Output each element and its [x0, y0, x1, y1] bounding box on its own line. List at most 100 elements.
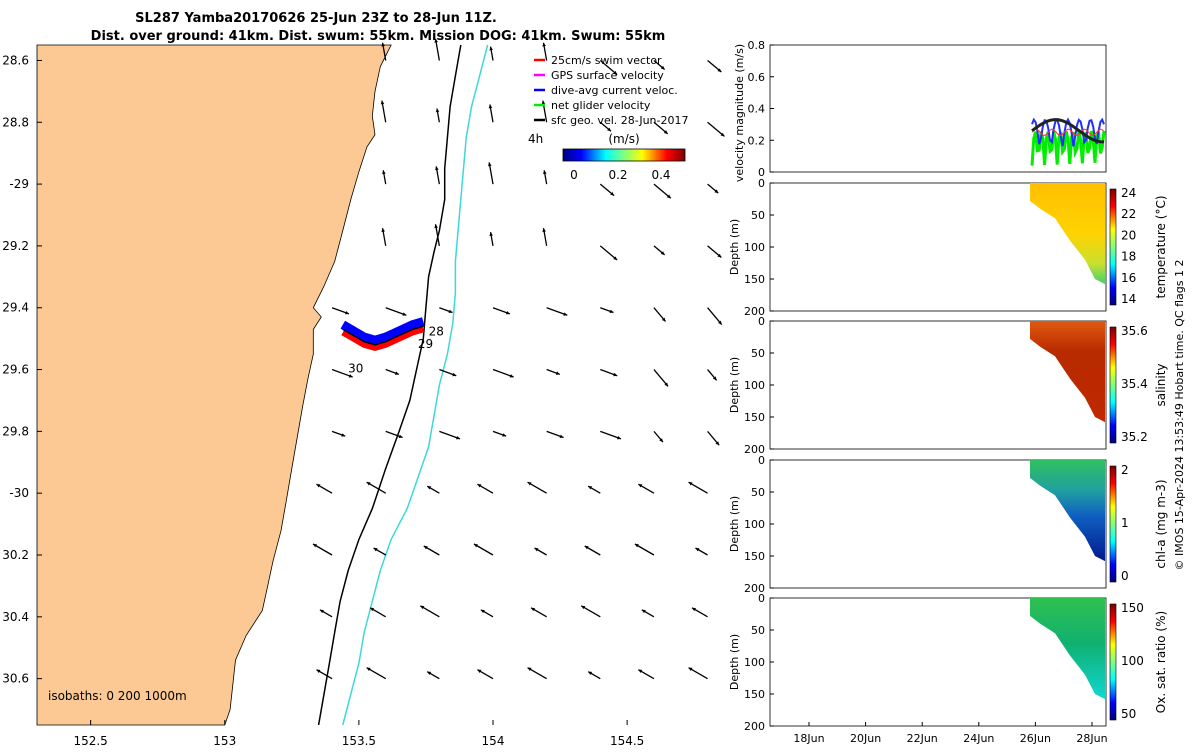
vector-arrowhead — [581, 605, 586, 610]
vector-arrowhead — [382, 170, 386, 175]
section-panel: 0 50 100 150 200 Depth (m) 2 1 0 chl-a (mg m-3) — [728, 454, 1168, 595]
vector-arrow — [439, 430, 461, 440]
vector-arrow — [600, 430, 622, 440]
vector-arrowhead — [489, 232, 493, 236]
section-x-tick-label: 20Jun — [850, 732, 881, 745]
section-colorbar — [1109, 188, 1117, 306]
section-y-tick-label: 50 — [751, 486, 765, 499]
section-y-tick-label: 150 — [744, 411, 765, 424]
vector-arrowhead — [663, 130, 668, 134]
section-colorbar — [1109, 465, 1117, 583]
vector-arrowhead — [427, 486, 432, 490]
day-label: 28 — [429, 325, 444, 339]
map-legend: 25cm/s swim vector GPS surface velocity di… — [534, 54, 688, 127]
map-y-tick-label: 29.4 — [2, 301, 29, 315]
map-y-tick-label: 30.4 — [2, 610, 29, 624]
section-x-tick-label: 18Jun — [793, 732, 824, 745]
vector-arrowhead — [588, 671, 593, 675]
colorbar-label: (m/s) — [608, 132, 639, 146]
vector-arrow — [434, 38, 440, 61]
legend-label: sfc geo. vel. 28-Jun-2017 — [551, 114, 688, 127]
section-y-tick-label: 150 — [744, 688, 765, 701]
vector-arrow — [527, 481, 547, 494]
vector-arrow — [434, 224, 440, 247]
map-x-tick-label: 154.5 — [610, 734, 644, 748]
vector-arrowhead — [381, 42, 385, 47]
vector-arrowhead — [488, 104, 493, 109]
vector-arrowhead — [638, 669, 643, 673]
isobath-1000 — [342, 44, 489, 726]
section-cbar-label: salinity — [1154, 363, 1168, 406]
swim-vector-track — [341, 326, 425, 352]
section-y-tick-label: 100 — [744, 241, 765, 254]
colorbar-side-label: 4h — [528, 132, 543, 146]
section-cbar-tick: 20 — [1121, 228, 1136, 242]
velocity-lines — [1030, 117, 1106, 166]
vector-arrowhead — [477, 669, 482, 673]
vector-arrowhead — [660, 251, 665, 255]
section-x-tick-label: 28Jun — [1076, 732, 1107, 745]
vector-arrowhead — [659, 438, 663, 443]
vector-arrowhead — [542, 42, 546, 47]
vector-arrowhead — [427, 671, 432, 675]
vector-arrowhead — [448, 309, 453, 314]
title-line1: SL287 Yamba20170626 25-Jun 23Z to 28-Jun… — [135, 11, 497, 26]
vector-arrowhead — [456, 435, 461, 440]
vector-arrowhead — [717, 68, 722, 73]
vector-arrow — [688, 481, 708, 494]
isobath-200 — [317, 44, 462, 726]
right-side-note: © IMOS 15-Apr-2024 13:53:49 Hobart time.… — [1173, 260, 1186, 571]
vector-arrow — [707, 121, 725, 137]
vector-arrowhead — [688, 482, 693, 486]
vector-arrowhead — [641, 609, 646, 614]
legend-label: net glider velocity — [551, 99, 651, 112]
vector-arrow — [488, 162, 494, 185]
vector-arrow — [653, 369, 669, 387]
section-cbar-tick: 24 — [1121, 186, 1136, 200]
section-cbar-tick: 0 — [1121, 569, 1129, 583]
vector-arrow — [381, 100, 387, 123]
vector-arrowhead — [666, 194, 671, 199]
section-cbar-tick: 22 — [1121, 207, 1136, 221]
section-y-tick-label: 200 — [744, 443, 765, 456]
section-y-tick-label: 150 — [744, 273, 765, 286]
vector-arrowhead — [435, 108, 440, 113]
vector-arrowhead — [613, 70, 618, 75]
section-y-tick-label: 100 — [744, 656, 765, 669]
vector-arrowhead — [348, 374, 353, 378]
vector-arrowhead — [502, 433, 507, 437]
section-y-tick-label: 200 — [744, 582, 765, 595]
vector-arrowhead — [541, 100, 546, 105]
land-area — [36, 44, 392, 726]
vector-arrowhead — [527, 667, 532, 671]
vector-arrowhead — [664, 382, 669, 387]
vector-arrowhead — [489, 46, 493, 51]
vector-arrowhead — [695, 548, 700, 552]
section-data — [1030, 321, 1105, 423]
title-line2: Dist. over ground: 41km. Dist. swum: 55k… — [91, 29, 666, 44]
vector-arrowhead — [452, 372, 457, 377]
section-cbar-tick: 18 — [1121, 250, 1136, 264]
vector-arrowhead — [509, 374, 514, 378]
vector-arrowhead — [394, 371, 399, 375]
vector-arrow — [599, 59, 618, 76]
vector-arrowhead — [555, 371, 560, 375]
section-colorbar — [1109, 603, 1117, 721]
vector-arrow — [546, 307, 568, 316]
velocity-y-tick-label: 0.8 — [748, 39, 766, 52]
vector-arrowhead — [527, 482, 532, 486]
vector-arrowhead — [423, 546, 428, 550]
section-cbar-tick: 35.2 — [1121, 430, 1148, 444]
map-y-tick-label: 29.8 — [2, 424, 29, 438]
section-x-tick-label: 24Jun — [963, 732, 994, 745]
dive-avg-track — [340, 317, 425, 345]
map-x-tick-label: 152.5 — [73, 734, 107, 748]
velocity-y-tick-label: 0.2 — [748, 134, 766, 147]
section-cbar-tick: 2 — [1121, 463, 1129, 477]
vector-arrowhead — [613, 372, 618, 377]
vector-arrowhead — [434, 38, 438, 43]
map-x-ticks: 152.5 153 153.5 154 154.5 — [73, 720, 644, 748]
vector-arrowhead — [588, 486, 593, 490]
